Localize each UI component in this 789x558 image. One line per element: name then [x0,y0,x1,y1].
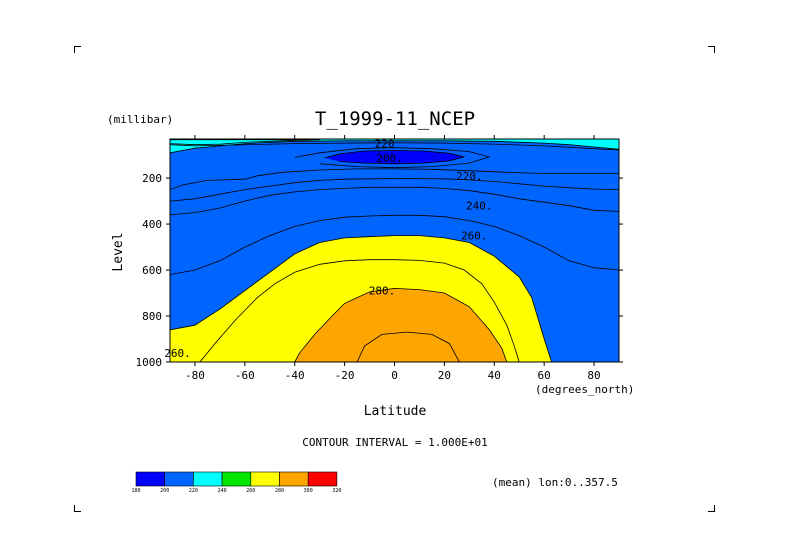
contour-line-270 [294,287,508,363]
contour-label: 240. [466,200,493,213]
contour-band-270 [294,288,507,362]
contour-line-240 [169,186,620,362]
colorbar-label: 220 [189,488,198,494]
colorbar-swatch [164,471,194,487]
crop-marks [74,46,715,512]
contour-line-190 [324,150,465,165]
y-tick-label: 800 [142,310,162,323]
colorbar-label: 280 [275,488,284,494]
colorbar-swatch [279,471,309,487]
colorbar-label: 180 [131,488,140,494]
y-tick-label: 600 [142,264,162,277]
x-tick-label: -20 [335,369,355,382]
y-unit-label: (millibar) [107,113,173,126]
y-tick-label: 200 [142,172,162,185]
colorbar-label: 320 [332,488,341,494]
crop-mark-top-left [74,46,81,53]
crop-mark-bottom-left [74,505,81,512]
x-axis-title: Latitude [364,404,427,419]
x-tick-label: 60 [538,369,551,382]
contour-label: 280. [369,285,396,298]
contour-label: 200. [376,152,403,165]
x-tick-label: 40 [488,369,501,382]
colorbar-swatch [135,471,166,487]
contour-lines [169,139,620,363]
filled-contours [170,139,619,362]
contour-line-200 [169,140,620,362]
y-tick-label: 400 [142,218,162,231]
crop-mark-top-right [708,46,715,53]
x-tick-label: 80 [587,369,600,382]
contour-line-220 [169,168,620,362]
contour-line-220 [169,139,320,146]
contour-label: 260. [461,230,488,243]
colorbar-label: 200 [160,488,169,494]
x-tick-label: -80 [185,369,205,382]
x-tick-label: -60 [235,369,255,382]
colorbar-label: 240 [218,488,227,494]
chart-title: T_1999-11_NCEP [315,108,475,130]
subtitle-mean-lon: (mean) lon:0..357.5 [492,476,618,489]
crop-mark-bottom-right [708,505,715,512]
y-tick-label: 1000 [136,356,163,369]
contour-line-200 [294,147,491,169]
contour-line-280 [356,331,460,363]
x-unit-label: (degrees_north) [535,383,634,396]
colorbar-swatch [250,471,280,487]
x-tick-label: 20 [438,369,451,382]
contour-line-230 [169,178,620,202]
colorbar: 180 200 220 240 260 280 300 320 [131,471,341,494]
y-axis-title: Level [111,232,126,271]
contour-line-210 [169,142,620,151]
contour-line-250 [169,214,620,275]
x-tick-label: -40 [285,369,305,382]
colorbar-swatch [221,471,252,487]
colorbar-label: 300 [304,488,313,494]
colorbar-label: 260 [246,488,255,494]
x-axis: -80 -60 -40 -20 0 20 40 60 80 [185,135,601,382]
contour-label: 220 [375,138,395,151]
colorbar-swatch [307,471,338,487]
contour-line-260 [169,235,552,363]
colorbar-swatch [193,471,223,487]
y-axis: 200 400 600 800 1000 [136,172,623,369]
contour-line-250 [199,259,520,363]
contour-interval-text: CONTOUR INTERVAL = 1.000E+01 [302,436,487,449]
contour-label: 260. [164,347,191,360]
contour-band-190 [324,150,465,164]
x-tick-label: 0 [391,369,398,382]
contour-label: 220. [456,170,483,183]
